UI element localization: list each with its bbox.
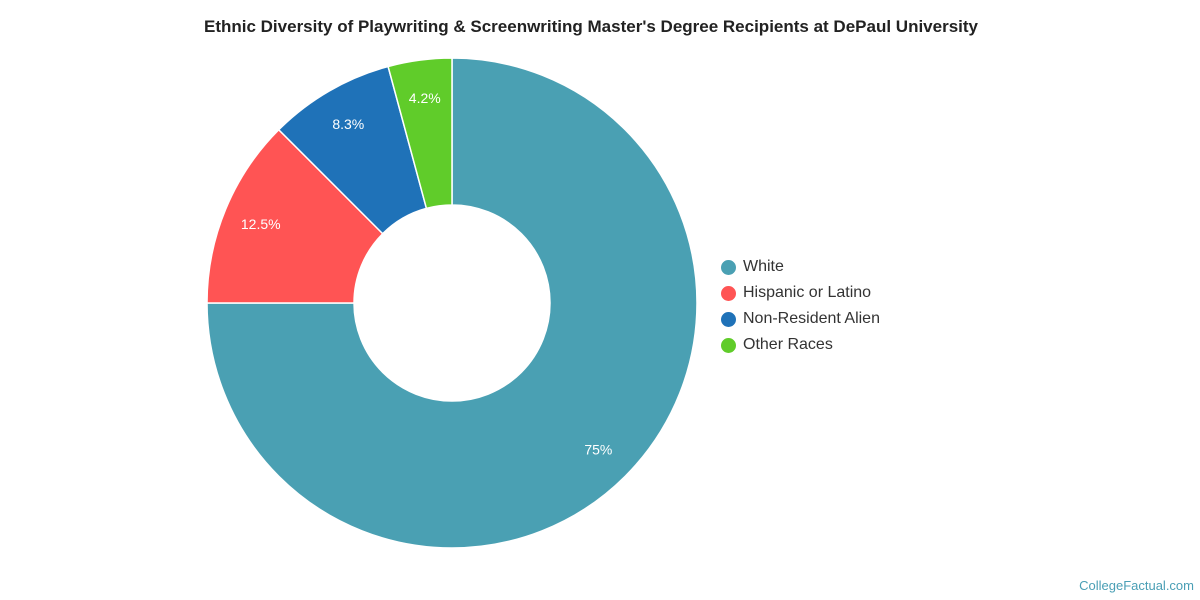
slice-label-non-resident-alien: 8.3% bbox=[332, 116, 364, 132]
chart-legend: White Hispanic or Latino Non-Resident Alie… bbox=[721, 254, 880, 358]
legend-swatch bbox=[721, 285, 736, 301]
source-credit[interactable]: CollegeFactual.com bbox=[1079, 578, 1194, 593]
legend-label: White bbox=[743, 258, 784, 275]
slice-labels-group: 75% 12.5% 8.3% 4.2% bbox=[241, 90, 612, 458]
legend-swatch bbox=[721, 259, 736, 275]
chart-title: Ethnic Diversity of Playwriting & Screen… bbox=[203, 17, 978, 36]
legend-item-other-races[interactable]: Other Races bbox=[721, 332, 880, 358]
legend-item-non-resident-alien[interactable]: Non-Resident Alien bbox=[721, 306, 880, 332]
slice-hispanic-or-latino[interactable] bbox=[206, 128, 384, 304]
legend-swatch bbox=[721, 337, 736, 353]
slices-group bbox=[206, 57, 698, 549]
slice-other-races[interactable] bbox=[387, 57, 453, 210]
slice-white[interactable] bbox=[206, 57, 698, 549]
legend-label: Other Races bbox=[743, 336, 833, 353]
legend-label: Non-Resident Alien bbox=[743, 310, 880, 327]
legend-swatch bbox=[721, 311, 736, 327]
slice-label-white: 75% bbox=[584, 441, 612, 457]
legend-item-white[interactable]: White bbox=[721, 254, 880, 280]
slice-label-hispanic-or-latino: 12.5% bbox=[241, 216, 281, 232]
legend-item-hispanic-or-latino[interactable]: Hispanic or Latino bbox=[721, 280, 880, 306]
legend-label: Hispanic or Latino bbox=[743, 284, 872, 301]
slice-label-other-races: 4.2% bbox=[409, 90, 441, 106]
